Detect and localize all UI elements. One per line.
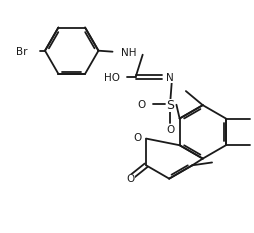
Text: N: N [166,73,173,83]
Text: Br: Br [16,47,28,57]
Text: HO: HO [104,73,120,83]
Text: O: O [133,133,141,143]
Text: O: O [137,100,145,110]
Text: O: O [126,174,135,184]
Text: O: O [166,125,174,135]
Text: NH: NH [120,48,136,58]
Text: S: S [166,99,174,112]
